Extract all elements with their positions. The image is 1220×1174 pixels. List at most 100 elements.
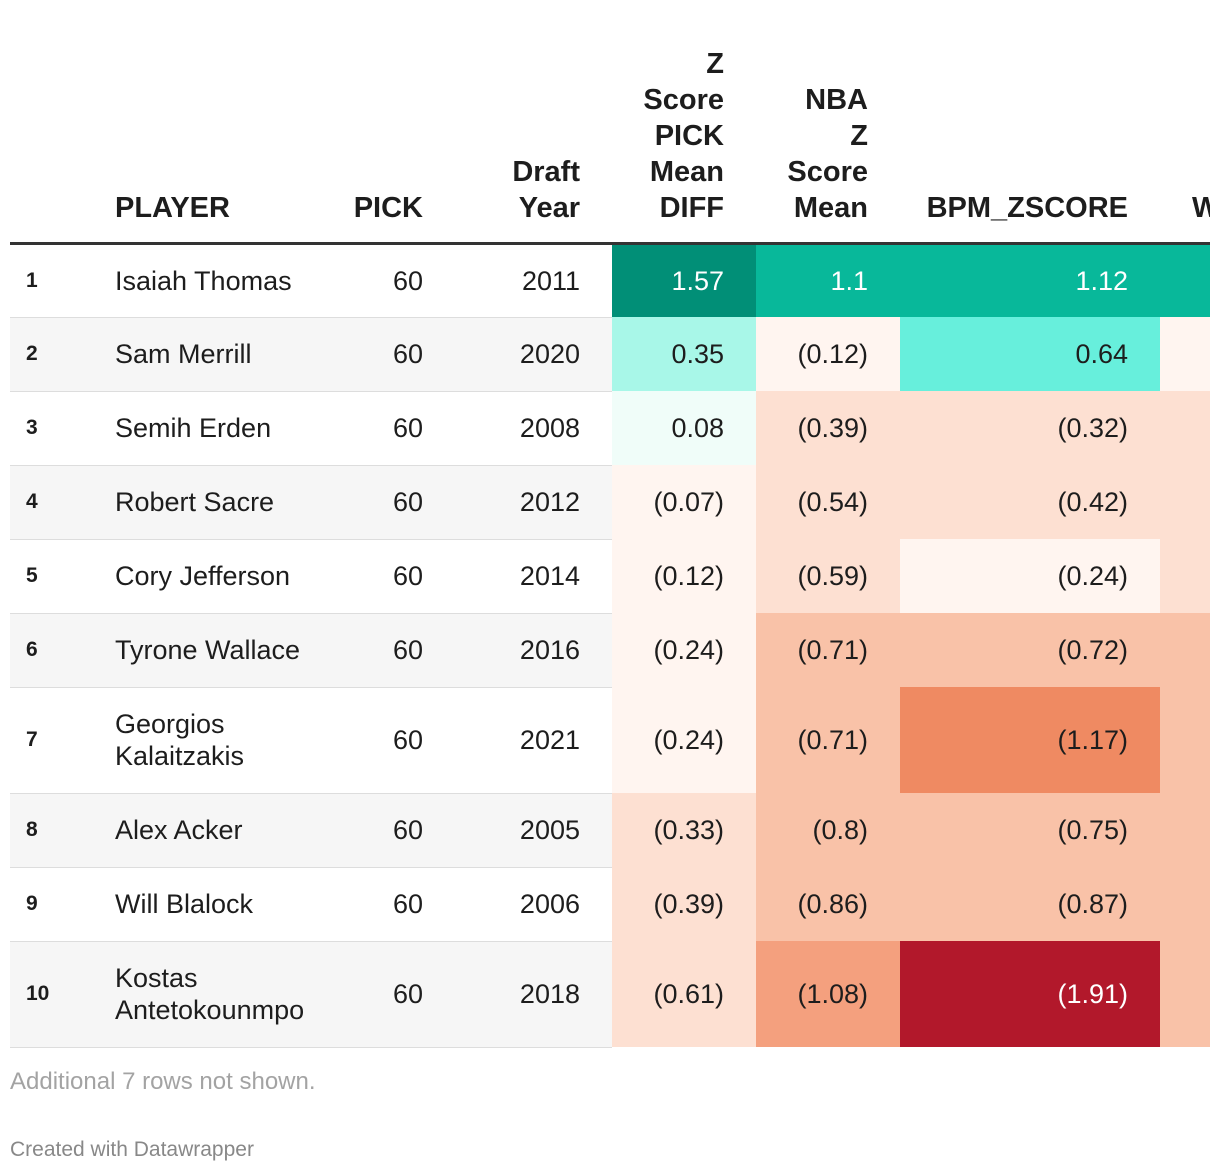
table-row: 7 Georgios Kalaitzakis 60 2021 (0.24) (0.71)(… xyxy=(10,687,1210,794)
column-header-year[interactable]: Draft Year xyxy=(455,0,612,245)
cell-pick: 60 xyxy=(350,539,455,614)
cell-zdiff: 0.08 xyxy=(612,391,756,465)
cell-bpm: (0.24) xyxy=(900,539,1160,613)
table-row: 9 Will Blalock 60 2006 (0.39) (0.86) (0.87) xyxy=(10,867,1210,942)
cell-bpm: (0.87) xyxy=(900,867,1160,941)
data-table-wrapper: PLAYER PICK Draft Year Z Score PICK Mean DI… xyxy=(10,0,1210,1048)
cell-rank: 6 xyxy=(10,613,105,688)
cell-bpm: (0.42) xyxy=(900,465,1160,539)
cell-rank: 9 xyxy=(10,867,105,942)
column-header-ws[interactable]: W xyxy=(1160,0,1210,245)
cell-player: Isaiah Thomas xyxy=(105,243,350,318)
column-header-label: Draft Year xyxy=(512,155,580,224)
column-header-label: W xyxy=(1192,191,1210,224)
cell-pick: 60 xyxy=(350,243,455,318)
cell-pick: 60 xyxy=(350,613,455,688)
table-row: 8 Alex Acker 60 2005 (0.33) (0.8) (0.75) xyxy=(10,793,1210,868)
cell-ws xyxy=(1160,793,1210,867)
cell-ws xyxy=(1160,391,1210,465)
cell-rank: 1 xyxy=(10,243,105,318)
table-row: 1 Isaiah Thomas 60 2011 1.57 1.1 1.12 xyxy=(10,243,1210,318)
cell-bpm: (0.75) xyxy=(900,793,1160,867)
data-table: PLAYER PICK Draft Year Z Score PICK Mean DI… xyxy=(10,0,1210,1048)
cell-rank: 7 xyxy=(10,687,105,794)
cell-year: 2006 xyxy=(455,867,612,942)
cell-rank: 2 xyxy=(10,317,105,392)
column-header-player[interactable]: PLAYER xyxy=(105,0,350,245)
cell-bpm: (0.32) xyxy=(900,391,1160,465)
cell-ws xyxy=(1160,613,1210,687)
cell-year: 2018 xyxy=(455,941,612,1048)
cell-year: 2005 xyxy=(455,793,612,868)
cell-nba: (0.54) xyxy=(756,465,900,539)
cell-nba: (0.71) xyxy=(756,687,900,793)
cell-year: 2011 xyxy=(455,243,612,318)
cell-rank: 3 xyxy=(10,391,105,466)
cell-player: Kostas Antetokounmpo xyxy=(105,941,350,1048)
cell-rank: 4 xyxy=(10,465,105,540)
cell-pick: 60 xyxy=(350,687,455,794)
cell-zdiff: 1.57 xyxy=(612,243,756,317)
column-header-pick[interactable]: PICK xyxy=(350,0,455,245)
cell-player: Semih Erden xyxy=(105,391,350,466)
cell-zdiff: (0.39) xyxy=(612,867,756,941)
column-header-label: PLAYER xyxy=(115,191,230,224)
cell-year: 2020 xyxy=(455,317,612,392)
cell-zdiff: (0.24) xyxy=(612,687,756,793)
cell-ws xyxy=(1160,539,1210,613)
cell-nba: (0.59) xyxy=(756,539,900,613)
cell-zdiff: (0.61) xyxy=(612,941,756,1047)
column-header-label: Z Score PICK Mean DIFF xyxy=(643,47,724,224)
credit-link[interactable]: Created with Datawrapper xyxy=(10,1138,254,1161)
cell-rank: 8 xyxy=(10,793,105,868)
cell-year: 2012 xyxy=(455,465,612,540)
cell-zdiff: (0.12) xyxy=(612,539,756,613)
cell-pick: 60 xyxy=(350,465,455,540)
cell-zdiff: (0.24) xyxy=(612,613,756,687)
cell-player: Georgios Kalaitzakis xyxy=(105,687,350,794)
cell-player: Sam Merrill xyxy=(105,317,350,392)
cell-nba: (0.39) xyxy=(756,391,900,465)
cell-bpm: 0.64 xyxy=(900,317,1160,391)
header-row: PLAYER PICK Draft Year Z Score PICK Mean DI… xyxy=(10,0,1210,245)
cell-ws xyxy=(1160,941,1210,1047)
cell-zdiff: 0.35 xyxy=(612,317,756,391)
column-header-bpm[interactable]: BPM_ZSCORE xyxy=(900,0,1160,245)
table-row: 6 Tyrone Wallace 60 2016 (0.24) (0.71) (0.72) xyxy=(10,613,1210,688)
cell-bpm: (1.91) xyxy=(900,941,1160,1047)
column-header-label: BPM_ZSCORE xyxy=(926,191,1128,224)
column-header-label: PICK xyxy=(353,191,423,224)
table-body: 1 Isaiah Thomas 60 2011 1.57 1.1 1.12 2 Sam Merr… xyxy=(10,243,1210,1048)
column-header-zdiff[interactable]: Z Score PICK Mean DIFF xyxy=(612,0,756,245)
cell-ws xyxy=(1160,243,1210,317)
footer-note: Additional 7 rows not shown. xyxy=(10,1068,316,1095)
cell-player: Tyrone Wallace xyxy=(105,613,350,688)
table-row: 5 Cory Jefferson 60 2014 (0.12) (0.59) (0.24) xyxy=(10,539,1210,614)
cell-year: 2021 xyxy=(455,687,612,794)
cell-bpm: 1.12 xyxy=(900,243,1160,317)
cell-bpm: (1.17) xyxy=(900,687,1160,793)
cell-bpm: (0.72) xyxy=(900,613,1160,687)
cell-nba: 1.1 xyxy=(756,243,900,317)
table-row: 10 Kostas Antetokounmpo 60 2018 (0.61) (1.08)… xyxy=(10,941,1210,1048)
cell-rank: 10 xyxy=(10,941,105,1048)
column-header-nba[interactable]: NBA Z Score Mean xyxy=(756,0,900,245)
cell-player: Alex Acker xyxy=(105,793,350,868)
cell-ws xyxy=(1160,317,1210,391)
cell-nba: (0.12) xyxy=(756,317,900,391)
cell-player: Will Blalock xyxy=(105,867,350,942)
cell-player: Cory Jefferson xyxy=(105,539,350,614)
cell-pick: 60 xyxy=(350,941,455,1048)
cell-rank: 5 xyxy=(10,539,105,614)
table-row: 3 Semih Erden 60 2008 0.08 (0.39) (0.32) xyxy=(10,391,1210,466)
cell-year: 2016 xyxy=(455,613,612,688)
table-header: PLAYER PICK Draft Year Z Score PICK Mean DI… xyxy=(10,0,1210,245)
cell-nba: (0.8) xyxy=(756,793,900,867)
column-header-label: NBA Z Score Mean xyxy=(787,83,868,224)
column-header-rank[interactable] xyxy=(10,0,105,245)
cell-pick: 60 xyxy=(350,867,455,942)
cell-player: Robert Sacre xyxy=(105,465,350,540)
cell-pick: 60 xyxy=(350,317,455,392)
cell-pick: 60 xyxy=(350,391,455,466)
cell-nba: (0.86) xyxy=(756,867,900,941)
